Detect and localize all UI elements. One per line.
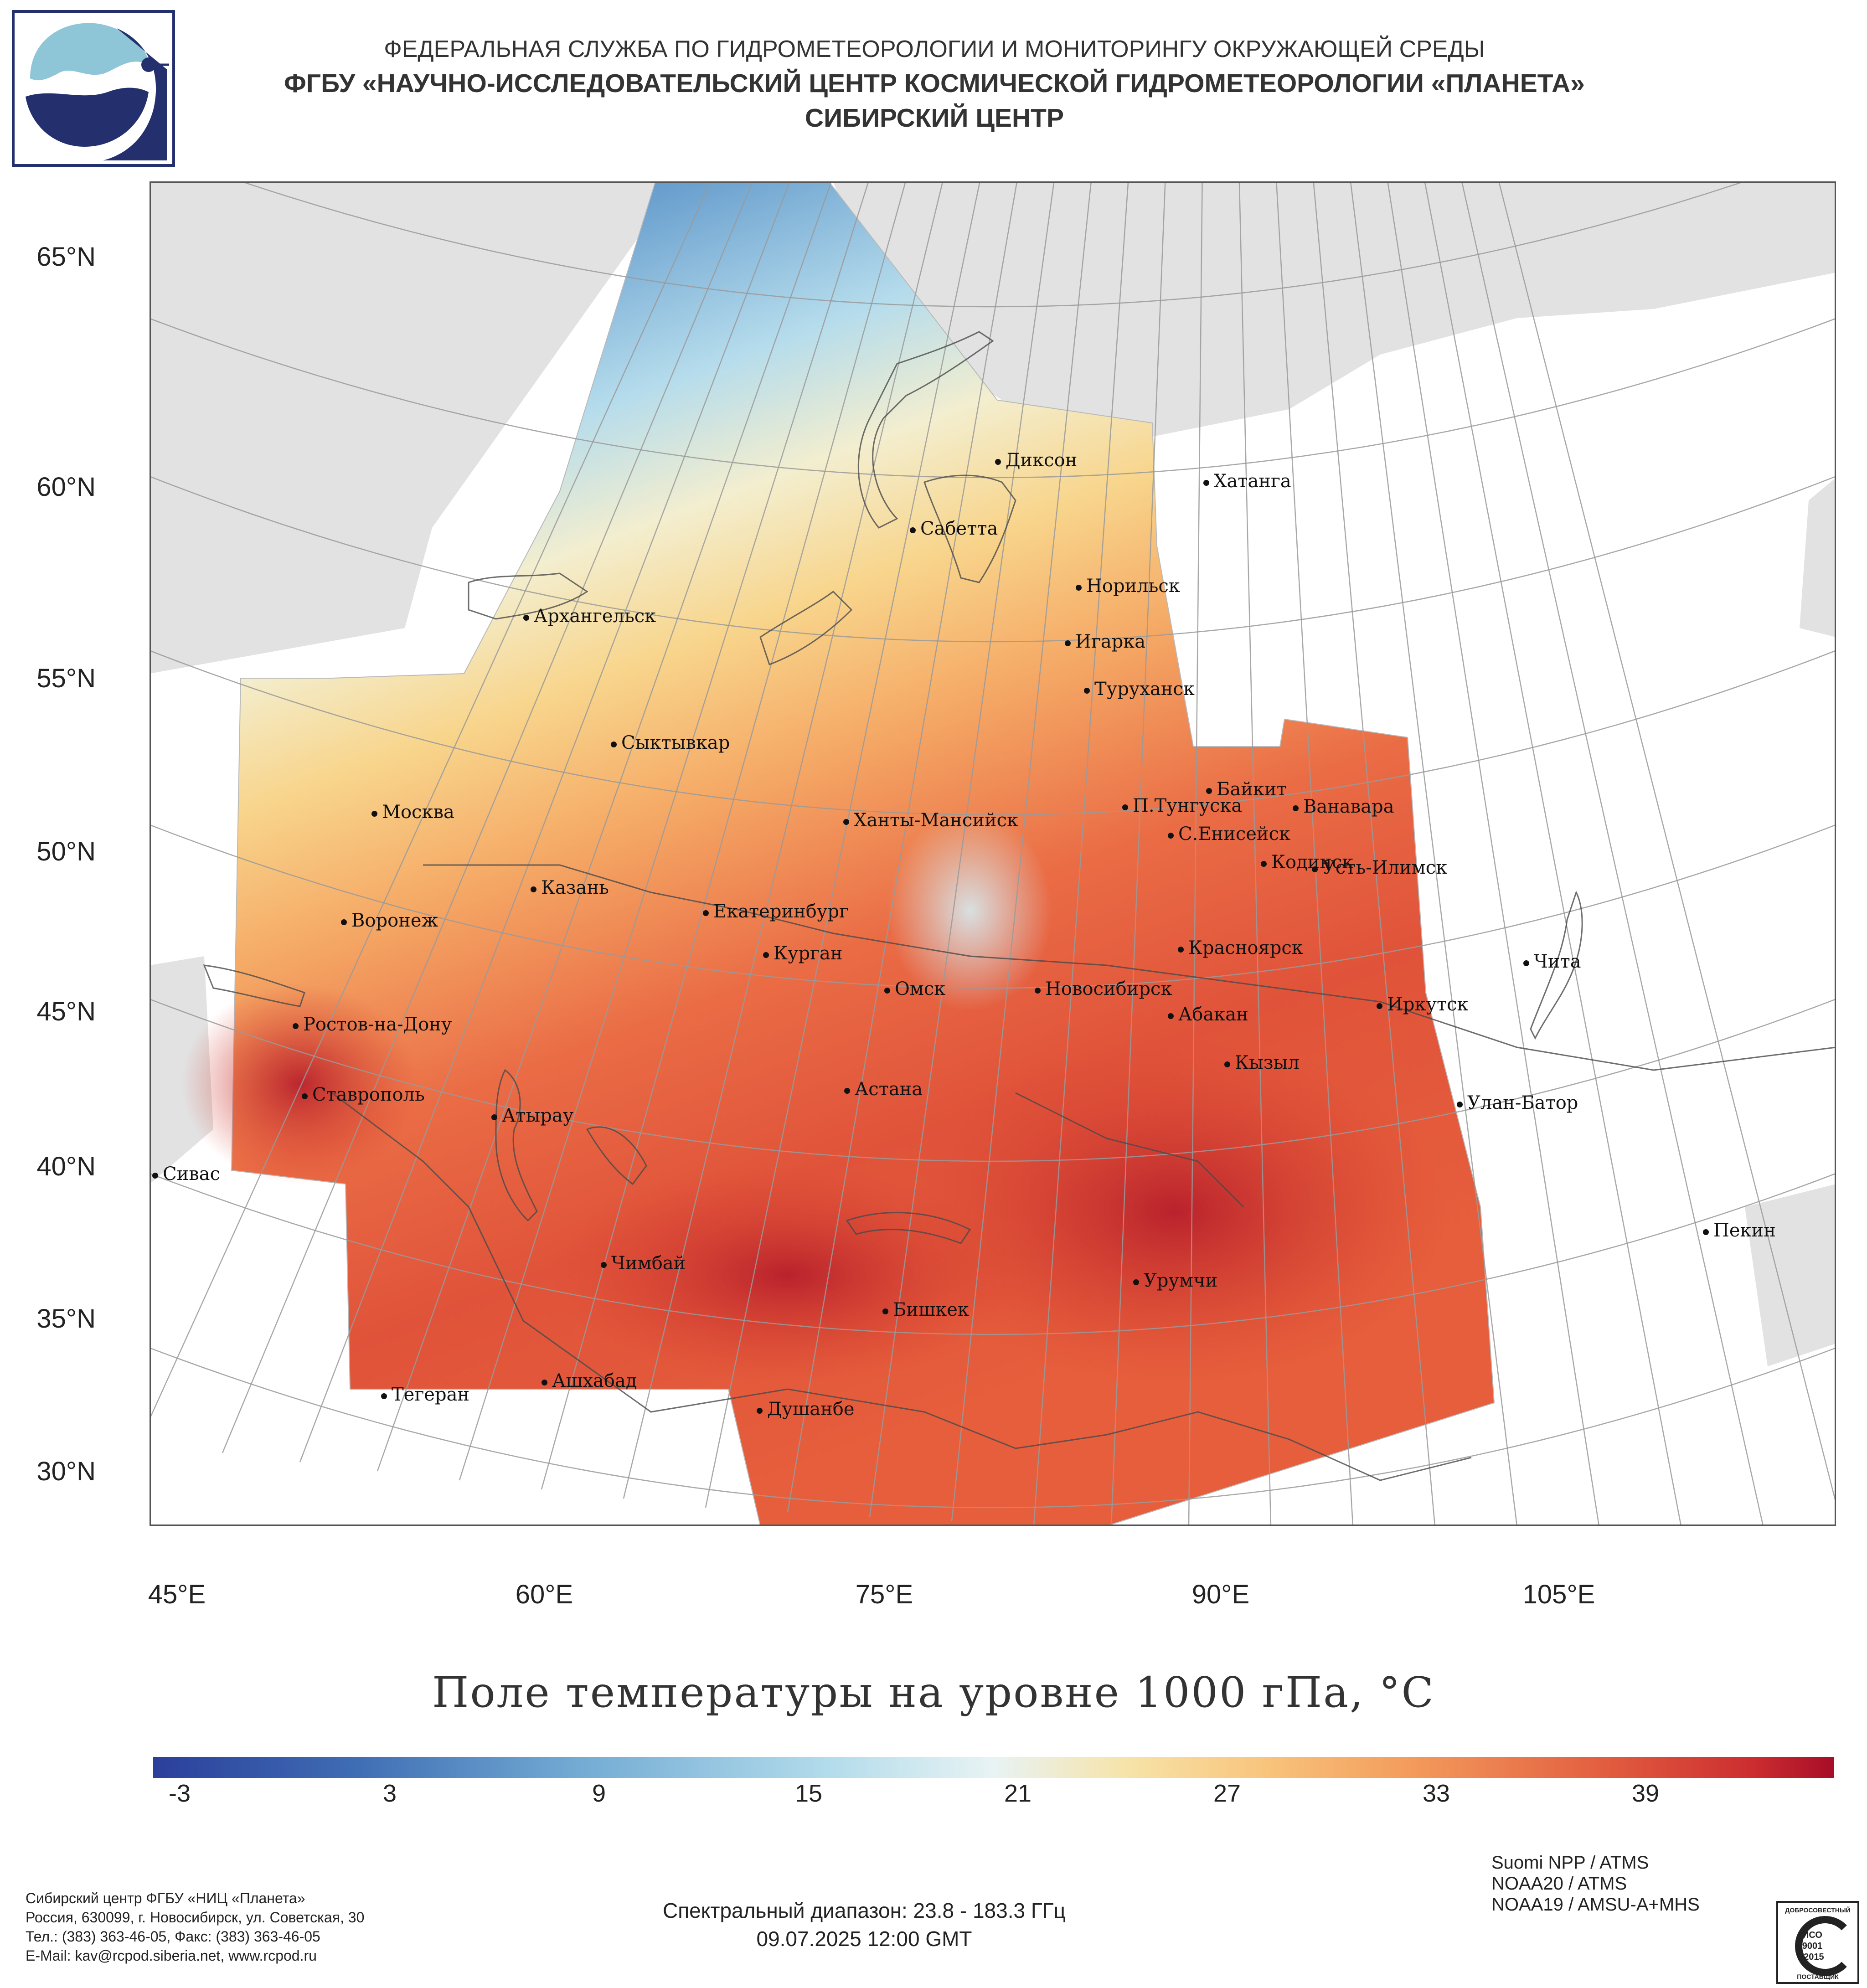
- planeta-logo: [12, 10, 175, 167]
- city-label: Новосибирск: [1035, 980, 1172, 998]
- city-label: Хатанга: [1203, 472, 1291, 490]
- city-label: Сабетта: [910, 520, 998, 538]
- city-label: Улан-Батор: [1457, 1094, 1578, 1112]
- org-address: Россия, 630099, г. Новосибирск, ул. Сове…: [26, 1909, 365, 1926]
- iso-label: ИСО: [1802, 1930, 1822, 1940]
- lat-label-35: 35°N: [36, 1304, 96, 1334]
- scale-tick: 27: [1213, 1780, 1241, 1807]
- iso-top-text: ДОБРОСОВЕСТНЫЙ: [1785, 1906, 1850, 1914]
- lat-label-45: 45°N: [36, 997, 96, 1026]
- lon-label-45: 45°E: [148, 1580, 206, 1609]
- city-label: Тегеран: [381, 1385, 469, 1404]
- scale-tick: -3: [168, 1780, 191, 1807]
- city-label: Диксон: [995, 451, 1077, 469]
- spectral-range: Спектральный диапазон: 23.8 - 183.3 ГГц: [662, 1899, 1066, 1922]
- color-scale-bar: [153, 1757, 1834, 1778]
- city-label: Екатеринбург: [703, 902, 849, 921]
- city-label: Абакан: [1168, 1005, 1248, 1024]
- city-label: Атырау: [491, 1107, 573, 1125]
- city-label: Байкит: [1206, 780, 1287, 798]
- city-label: Чимбай: [601, 1254, 686, 1272]
- city-label: Казань: [531, 879, 609, 897]
- lon-label-60: 60°E: [515, 1580, 573, 1609]
- header-line-2: ФГБУ «НАУЧНО-ИССЛЕДОВАТЕЛЬСКИЙ ЦЕНТР КОС…: [284, 69, 1585, 98]
- city-label: Бишкек: [882, 1301, 969, 1319]
- satellite-line: Suomi NPP / ATMS: [1491, 1853, 1649, 1873]
- city-label: Душанбе: [757, 1400, 855, 1418]
- org-name: Сибирский центр ФГБУ «НИЦ «Планета»: [26, 1890, 305, 1906]
- city-label: Ставрополь: [302, 1086, 425, 1104]
- scale-tick: 3: [382, 1780, 397, 1807]
- city-label: Омск: [884, 980, 945, 998]
- iso-bottom-text: ПОСТАВЩИК: [1797, 1973, 1839, 1980]
- lat-label-65: 65°N: [36, 242, 96, 272]
- city-label: Пекин: [1703, 1221, 1776, 1240]
- city-label: Ванавара: [1293, 798, 1394, 816]
- city-label: Красноярск: [1178, 939, 1303, 957]
- city-label: Архангельск: [523, 607, 656, 625]
- lat-label-30: 30°N: [36, 1457, 96, 1486]
- scale-tick: 33: [1422, 1780, 1450, 1807]
- city-label: С.Енисейск: [1168, 825, 1290, 843]
- city-label: Усть-Илимск: [1312, 859, 1447, 877]
- scale-tick: 9: [592, 1780, 606, 1807]
- city-label: Курган: [763, 944, 843, 963]
- org-email: E-Mail: kav@rcpod.siberia.net, www.rcpod…: [26, 1947, 317, 1964]
- lon-label-105: 105°E: [1522, 1580, 1595, 1609]
- city-label: Кызыл: [1224, 1054, 1300, 1072]
- org-phone: Тел.: (383) 363-46-05, Факс: (383) 363-4…: [26, 1928, 320, 1945]
- satellite-line: NOAA19 / AMSU-A+MHS: [1491, 1895, 1700, 1915]
- city-label: Ханты-Мансийск: [843, 811, 1018, 829]
- city-label: Иркутск: [1377, 995, 1469, 1014]
- observation-datetime: 09.07.2025 12:00 GMT: [756, 1927, 972, 1951]
- lat-label-40: 40°N: [36, 1152, 96, 1181]
- iso-certification-badge: ДОБРОСОВЕСТНЫЙ ИСО 9001 -2015 ПОСТАВЩИК: [1776, 1901, 1859, 1984]
- city-label: Норильск: [1076, 577, 1180, 595]
- iso-number: 9001: [1802, 1941, 1823, 1951]
- city-label: Урумчи: [1133, 1272, 1217, 1290]
- city-label: Туруханск: [1084, 680, 1195, 698]
- city-label: Игарка: [1065, 633, 1145, 651]
- city-label: Сыктывкар: [611, 734, 730, 752]
- lat-label-55: 55°N: [36, 664, 96, 693]
- temperature-map: [150, 181, 1836, 1526]
- map-title: Поле температуры на уровне 1000 гПа, °С: [432, 1668, 1435, 1717]
- city-label: Воронеж: [341, 912, 438, 930]
- city-label: Ростов-на-Дону: [293, 1015, 452, 1034]
- header-line-3: СИБИРСКИЙ ЦЕНТР: [805, 103, 1064, 133]
- lon-label-90: 90°E: [1191, 1580, 1250, 1609]
- city-label: Астана: [844, 1080, 923, 1098]
- lat-label-50: 50°N: [36, 837, 96, 866]
- lat-label-60: 60°N: [36, 472, 96, 502]
- city-label: Сивас: [152, 1165, 220, 1183]
- lon-label-75: 75°E: [855, 1580, 913, 1609]
- city-label: Чита: [1523, 953, 1581, 971]
- city-label: Москва: [371, 803, 454, 821]
- scale-tick: 39: [1631, 1780, 1660, 1807]
- header-line-1: ФЕДЕРАЛЬНАЯ СЛУЖБА ПО ГИДРОМЕТЕОРОЛОГИИ …: [384, 36, 1485, 62]
- scale-tick: 15: [794, 1780, 823, 1807]
- city-label: П.Тунгуска: [1122, 797, 1242, 815]
- scale-tick: 21: [1004, 1780, 1032, 1807]
- city-label: Ашхабад: [542, 1372, 637, 1390]
- iso-year: -2015: [1800, 1952, 1824, 1962]
- satellite-line: NOAA20 / ATMS: [1491, 1874, 1627, 1894]
